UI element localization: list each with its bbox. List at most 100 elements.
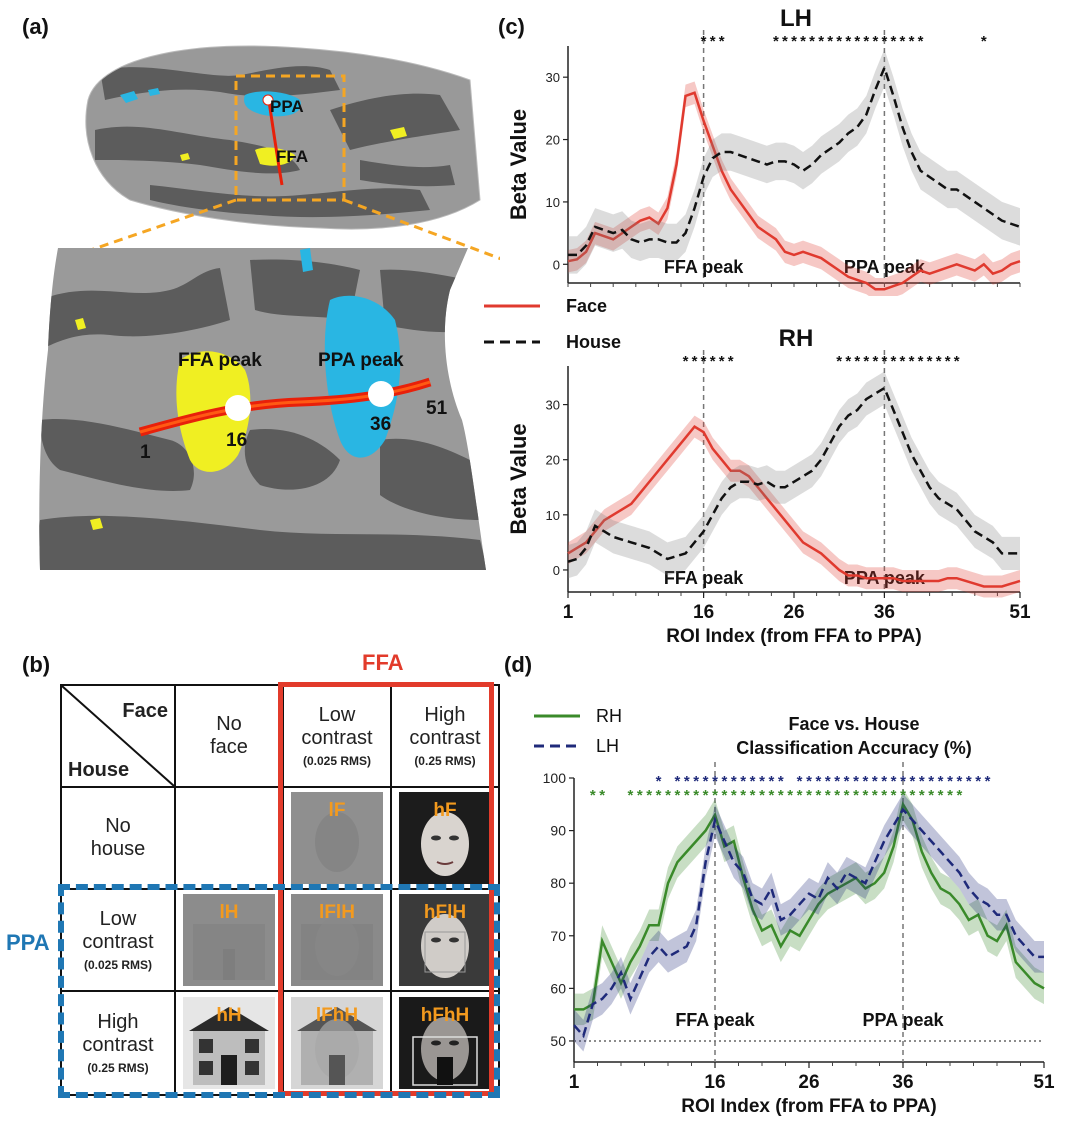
significance-star: * (806, 787, 812, 804)
significance-star: * (809, 33, 815, 50)
high-face-low-house-image: hFlH (399, 894, 491, 986)
significance-star: * (825, 773, 831, 790)
col-header-line2: contrast (301, 727, 373, 749)
significance-star: * (956, 773, 962, 790)
face-icon (315, 812, 359, 872)
peak-label: FFA peak (664, 568, 744, 588)
significance-star: * (800, 33, 806, 50)
significance-star: * (853, 787, 859, 804)
peak-label: PPA peak (862, 1010, 944, 1030)
y-tick-label: 100 (543, 770, 567, 786)
significance-star: * (797, 773, 803, 790)
significance-star: * (981, 33, 987, 50)
composite-icon (399, 894, 491, 986)
panel-label-a: (a) (22, 14, 49, 39)
significance-star: * (919, 773, 925, 790)
col-header-low-contrast: Low contrast (0.025 RMS) (282, 684, 392, 788)
significance-star: * (656, 787, 662, 804)
significance-star: * (881, 773, 887, 790)
row-header-rms: (0.025 RMS) (83, 958, 153, 972)
legend-label-rh: RH (596, 706, 622, 726)
significance-star: * (750, 787, 756, 804)
chart-title: LH (780, 5, 812, 32)
significance-star: * (719, 353, 725, 370)
cell-low-face-high-house: lFhH (282, 990, 392, 1096)
chart-title: RH (779, 325, 814, 352)
zoom-region-box (234, 74, 346, 202)
panel-a-brain-figure: PPA FFA FFA peak PPA peak 1 16 36 51 (39, 45, 500, 570)
low-contrast-face-image: lF (291, 792, 383, 884)
significance-star: * (759, 787, 765, 804)
significance-star: * (845, 33, 851, 50)
ppa-row-label: PPA (6, 930, 50, 955)
significance-star: * (701, 33, 707, 50)
low-face-low-house-image: lFlH (291, 894, 383, 986)
y-tick-label: 10 (546, 508, 560, 523)
row-header-line2: house (90, 838, 146, 860)
cell-empty (174, 786, 284, 890)
significance-star: * (863, 353, 869, 370)
x-tick-label: 26 (783, 602, 804, 623)
row-header-no-house: No house (60, 786, 176, 890)
significance-star: * (853, 773, 859, 790)
roi-index-36: 36 (370, 414, 391, 435)
significance-star: * (683, 353, 689, 370)
col-header-rms: (0.25 RMS) (414, 754, 476, 768)
significance-star: * (791, 33, 797, 50)
significance-star: * (750, 773, 756, 790)
significance-star: * (731, 773, 737, 790)
significance-star: * (900, 353, 906, 370)
series-line-face (567, 91, 1021, 291)
col-header-line2: face (210, 736, 248, 758)
ppa-peak-label: PPA peak (318, 350, 404, 371)
significance-star: * (740, 787, 746, 804)
roi-index-1: 1 (140, 442, 151, 463)
significance-star: * (646, 787, 652, 804)
peak-label: PPA peak (844, 257, 926, 277)
significance-star: * (862, 773, 868, 790)
row-header-low-contrast: Low contrast (0.025 RMS) (60, 888, 176, 992)
significance-star: * (844, 773, 850, 790)
y-tick-label: 20 (546, 453, 560, 468)
significance-star: * (975, 773, 981, 790)
ffa-peak-label: FFA peak (178, 350, 262, 371)
row-header-high-contrast: High contrast (0.25 RMS) (60, 990, 176, 1096)
y-tick-label: 90 (550, 823, 566, 839)
significance-star: * (891, 787, 897, 804)
significance-star: * (834, 787, 840, 804)
significance-star: * (956, 787, 962, 804)
significance-star: * (919, 787, 925, 804)
significance-star: * (731, 787, 737, 804)
significance-star: * (834, 773, 840, 790)
composite-icon (399, 997, 491, 1089)
significance-star: * (909, 773, 915, 790)
y-tick-label: 30 (546, 70, 560, 85)
y-axis-label: Beta Value (506, 109, 531, 220)
significance-star: * (692, 353, 698, 370)
significance-star: * (719, 33, 725, 50)
cell-low-face: lF (282, 786, 392, 890)
corner-house-label: House (68, 759, 130, 781)
significance-star: * (836, 353, 842, 370)
significance-star: * (712, 787, 718, 804)
significance-star: * (909, 33, 915, 50)
panel-label-c: (c) (498, 14, 525, 39)
peak-label: FFA peak (675, 1010, 755, 1030)
significance-star: * (674, 787, 680, 804)
significance-star: * (693, 773, 699, 790)
col-header-rms: (0.025 RMS) (302, 754, 372, 768)
top-brain-surface (85, 45, 481, 230)
legend-house-label: House (566, 332, 621, 352)
significance-star: * (703, 773, 709, 790)
series-line-house (567, 386, 1020, 563)
significance-star: * (909, 353, 915, 370)
significance-star: * (806, 773, 812, 790)
peak-label: FFA peak (664, 257, 744, 277)
corner-face-label: Face (122, 700, 168, 722)
col-header-line2: contrast (409, 727, 481, 749)
x-tick-label: 1 (569, 1072, 580, 1093)
x-axis-label: ROI Index (from FFA to PPA) (666, 626, 921, 647)
significance-star: * (693, 787, 699, 804)
significance-star: * (872, 787, 878, 804)
top-ppa-label: PPA (270, 97, 304, 116)
